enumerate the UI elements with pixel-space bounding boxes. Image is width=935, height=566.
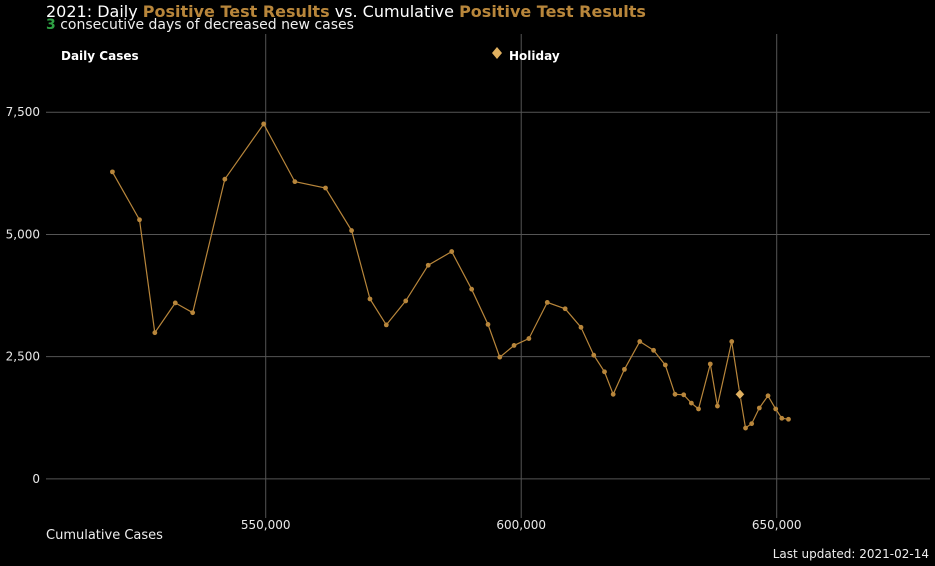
chart-title: 2021: Daily Positive Test Results vs. Cu… xyxy=(46,2,646,21)
daily-cases-line xyxy=(111,122,789,430)
data-point xyxy=(662,362,668,368)
holiday-marker xyxy=(735,388,745,400)
data-point xyxy=(526,336,532,341)
data-point xyxy=(367,296,373,302)
data-point xyxy=(292,179,298,185)
data-point xyxy=(779,415,785,421)
data-point xyxy=(449,249,455,254)
data-point xyxy=(137,217,142,223)
title-highlight-cumulative: Positive Test Results xyxy=(459,2,646,21)
data-point xyxy=(562,306,568,312)
data-point xyxy=(672,391,678,397)
data-point xyxy=(773,406,779,412)
series-layer xyxy=(110,121,791,431)
data-point xyxy=(715,403,720,409)
data-point xyxy=(688,400,694,406)
last-updated: Last updated: 2021-02-14 xyxy=(772,547,929,561)
data-point xyxy=(544,300,550,305)
grid-layer xyxy=(46,34,930,518)
chart-subtitle: 3 consecutive days of decreased new case… xyxy=(46,17,354,33)
y-tick-label: 2,500 xyxy=(6,350,40,364)
data-point xyxy=(651,347,656,353)
legend: Daily Cases Holiday xyxy=(61,47,560,63)
data-point xyxy=(511,343,517,348)
y-tick-label: 0 xyxy=(32,472,40,486)
data-point xyxy=(681,392,687,398)
decrease-count: 3 xyxy=(46,17,56,33)
data-point xyxy=(469,286,475,292)
data-point xyxy=(610,391,616,397)
x-tick-label: 550,000 xyxy=(241,518,291,532)
data-point xyxy=(756,405,762,411)
data-point xyxy=(786,416,791,422)
data-point xyxy=(323,185,328,191)
data-point xyxy=(696,406,701,412)
data-point xyxy=(602,369,607,375)
subtitle-text: consecutive days of decreased new cases xyxy=(55,17,354,33)
legend-daily-cases: Daily Cases xyxy=(61,49,139,63)
data-point xyxy=(190,310,196,316)
data-point xyxy=(261,121,267,127)
data-point xyxy=(172,300,178,306)
data-point xyxy=(707,361,713,367)
legend-holiday-diamond-icon xyxy=(492,47,502,59)
data-point xyxy=(383,322,389,328)
data-point xyxy=(110,169,115,175)
data-point xyxy=(749,421,755,427)
x-tick-label: 650,000 xyxy=(752,518,802,532)
y-tick-label: 5,000 xyxy=(6,227,40,241)
data-point xyxy=(591,352,597,358)
data-point xyxy=(743,425,748,431)
legend-holiday: Holiday xyxy=(509,49,560,63)
data-point xyxy=(425,262,431,268)
data-point xyxy=(622,366,627,372)
data-point xyxy=(349,228,354,233)
x-tick-label: 600,000 xyxy=(496,518,546,532)
title-prefix: 2021: Daily xyxy=(46,2,143,21)
data-point xyxy=(637,339,643,344)
data-point xyxy=(497,354,503,360)
data-point xyxy=(729,339,735,344)
data-point xyxy=(222,176,228,182)
title-middle: vs. Cumulative xyxy=(329,2,460,21)
data-point xyxy=(403,298,409,304)
y-tick-label: 7,500 xyxy=(6,105,40,119)
tick-layer: 0 2,500 5,000 7,500 550,000 600,000 650,000 xyxy=(6,105,802,532)
title-highlight-daily: Positive Test Results xyxy=(142,2,330,21)
data-point xyxy=(485,322,491,327)
data-point xyxy=(578,324,584,330)
data-point xyxy=(152,330,158,336)
x-axis-label: Cumulative Cases xyxy=(46,528,163,543)
data-point xyxy=(765,393,771,399)
